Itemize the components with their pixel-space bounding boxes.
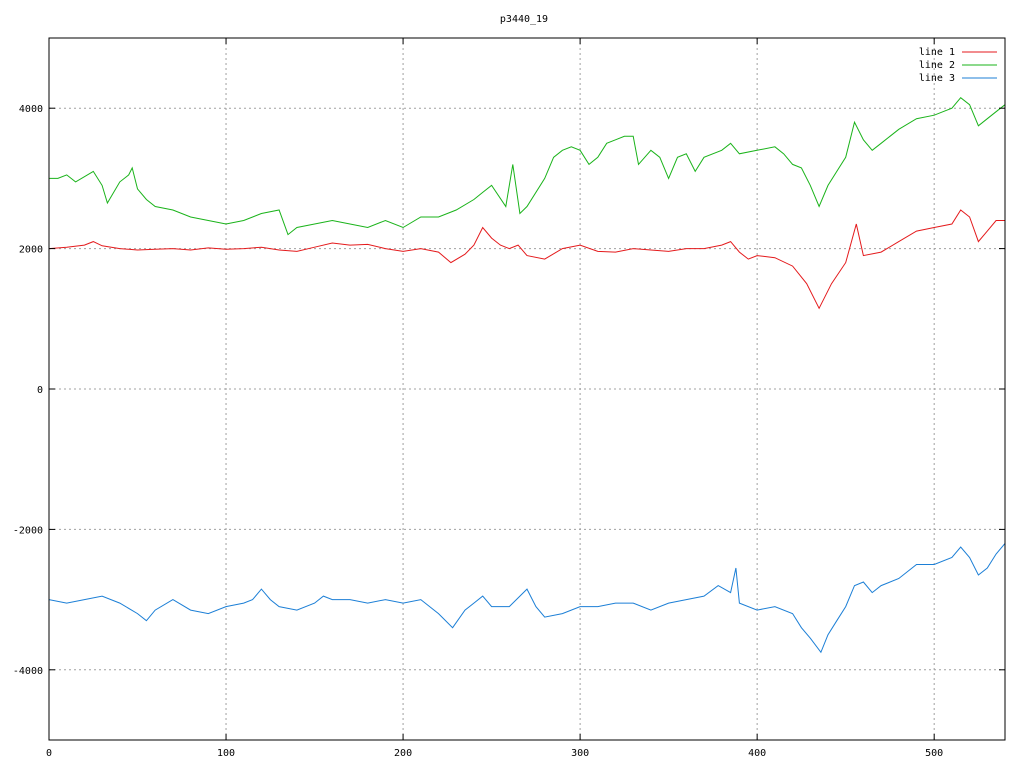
series-lines: [48, 97, 1006, 654]
series-line-3: [48, 543, 1006, 654]
plot-frame: [48, 37, 1006, 741]
x-tick-label: 100: [217, 748, 235, 759]
x-tick-label: 500: [925, 748, 943, 759]
legend-label-3: line 3: [919, 73, 955, 84]
legend: line 1 line 2 line 3: [919, 47, 997, 84]
x-tick-label: 300: [571, 748, 589, 759]
grid-lines: [49, 38, 1005, 740]
y-tick-label: -4000: [13, 666, 43, 677]
x-tick-label: 0: [46, 748, 52, 759]
x-tick-label: 400: [748, 748, 766, 759]
axis-ticks: 0 100 200 300 400 500 -4000 -2000 0 2000 4000: [13, 38, 1005, 759]
chart-title: p3440_19: [500, 14, 548, 25]
legend-label-1: line 1: [919, 47, 955, 58]
legend-label-2: line 2: [919, 60, 955, 71]
series-line-2: [49, 97, 1006, 236]
y-tick-label: 0: [37, 385, 43, 396]
y-tick-label: 4000: [19, 104, 43, 115]
y-tick-label: 2000: [19, 245, 43, 256]
series-line-1: [48, 209, 1005, 310]
y-tick-label: -2000: [13, 525, 43, 536]
x-tick-label: 200: [394, 748, 412, 759]
